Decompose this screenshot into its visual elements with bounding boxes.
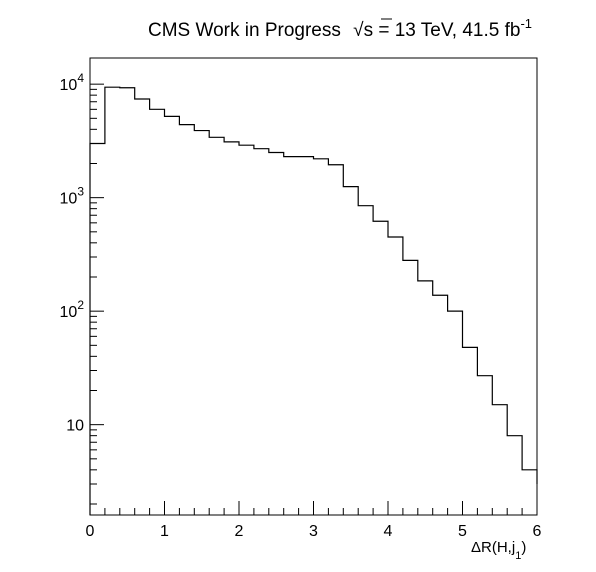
sqrt-symbol: √	[353, 20, 364, 41]
x-tick-label: 5	[458, 523, 467, 540]
title-experiment: CMS Work in Progress	[148, 20, 341, 41]
x-axis-tick-labels: 0 1 2 3 4 5 6	[86, 523, 542, 540]
y-tick-label: 102	[60, 298, 85, 321]
y-tick-label-base: 10	[60, 304, 78, 321]
y-tick-label-base: 10	[60, 77, 78, 94]
x-axis-label-close: )	[521, 539, 526, 556]
plot-frame	[89, 57, 538, 516]
y-tick-label: 10	[66, 418, 84, 435]
x-tick-label: 2	[235, 523, 244, 540]
y-tick-label-exponent: 2	[77, 298, 84, 312]
y-tick-label-base: 10	[60, 191, 78, 208]
y-tick-label: 104	[60, 71, 85, 94]
y-tick-label-exponent: 4	[77, 71, 84, 85]
x-axis-label: ΔR(H,j1)	[471, 539, 526, 562]
chart-title: CMS Work in Progress √s = 13 TeV, 41.5 f…	[148, 16, 532, 41]
x-axis-label-subscript: 1	[515, 550, 521, 562]
y-tick-label-exponent: 3	[77, 185, 84, 199]
y-tick-label: 103	[60, 185, 85, 208]
y-tick-label-base: 10	[66, 418, 84, 435]
x-tick-label: 1	[160, 523, 169, 540]
title-lumi-exponent: -1	[520, 16, 532, 31]
x-tick-label: 6	[533, 523, 542, 540]
x-tick-label: 0	[86, 523, 95, 540]
x-axis-ticks	[89, 501, 538, 515]
x-tick-label: 3	[309, 523, 318, 540]
y-axis-ticks	[90, 83, 104, 505]
x-axis-label-main: ΔR(H,j	[471, 539, 515, 556]
histogram-line	[89, 86, 538, 515]
x-tick-label: 4	[384, 523, 393, 540]
title-energy: s = 13 TeV, 41.5 fb	[364, 20, 521, 41]
